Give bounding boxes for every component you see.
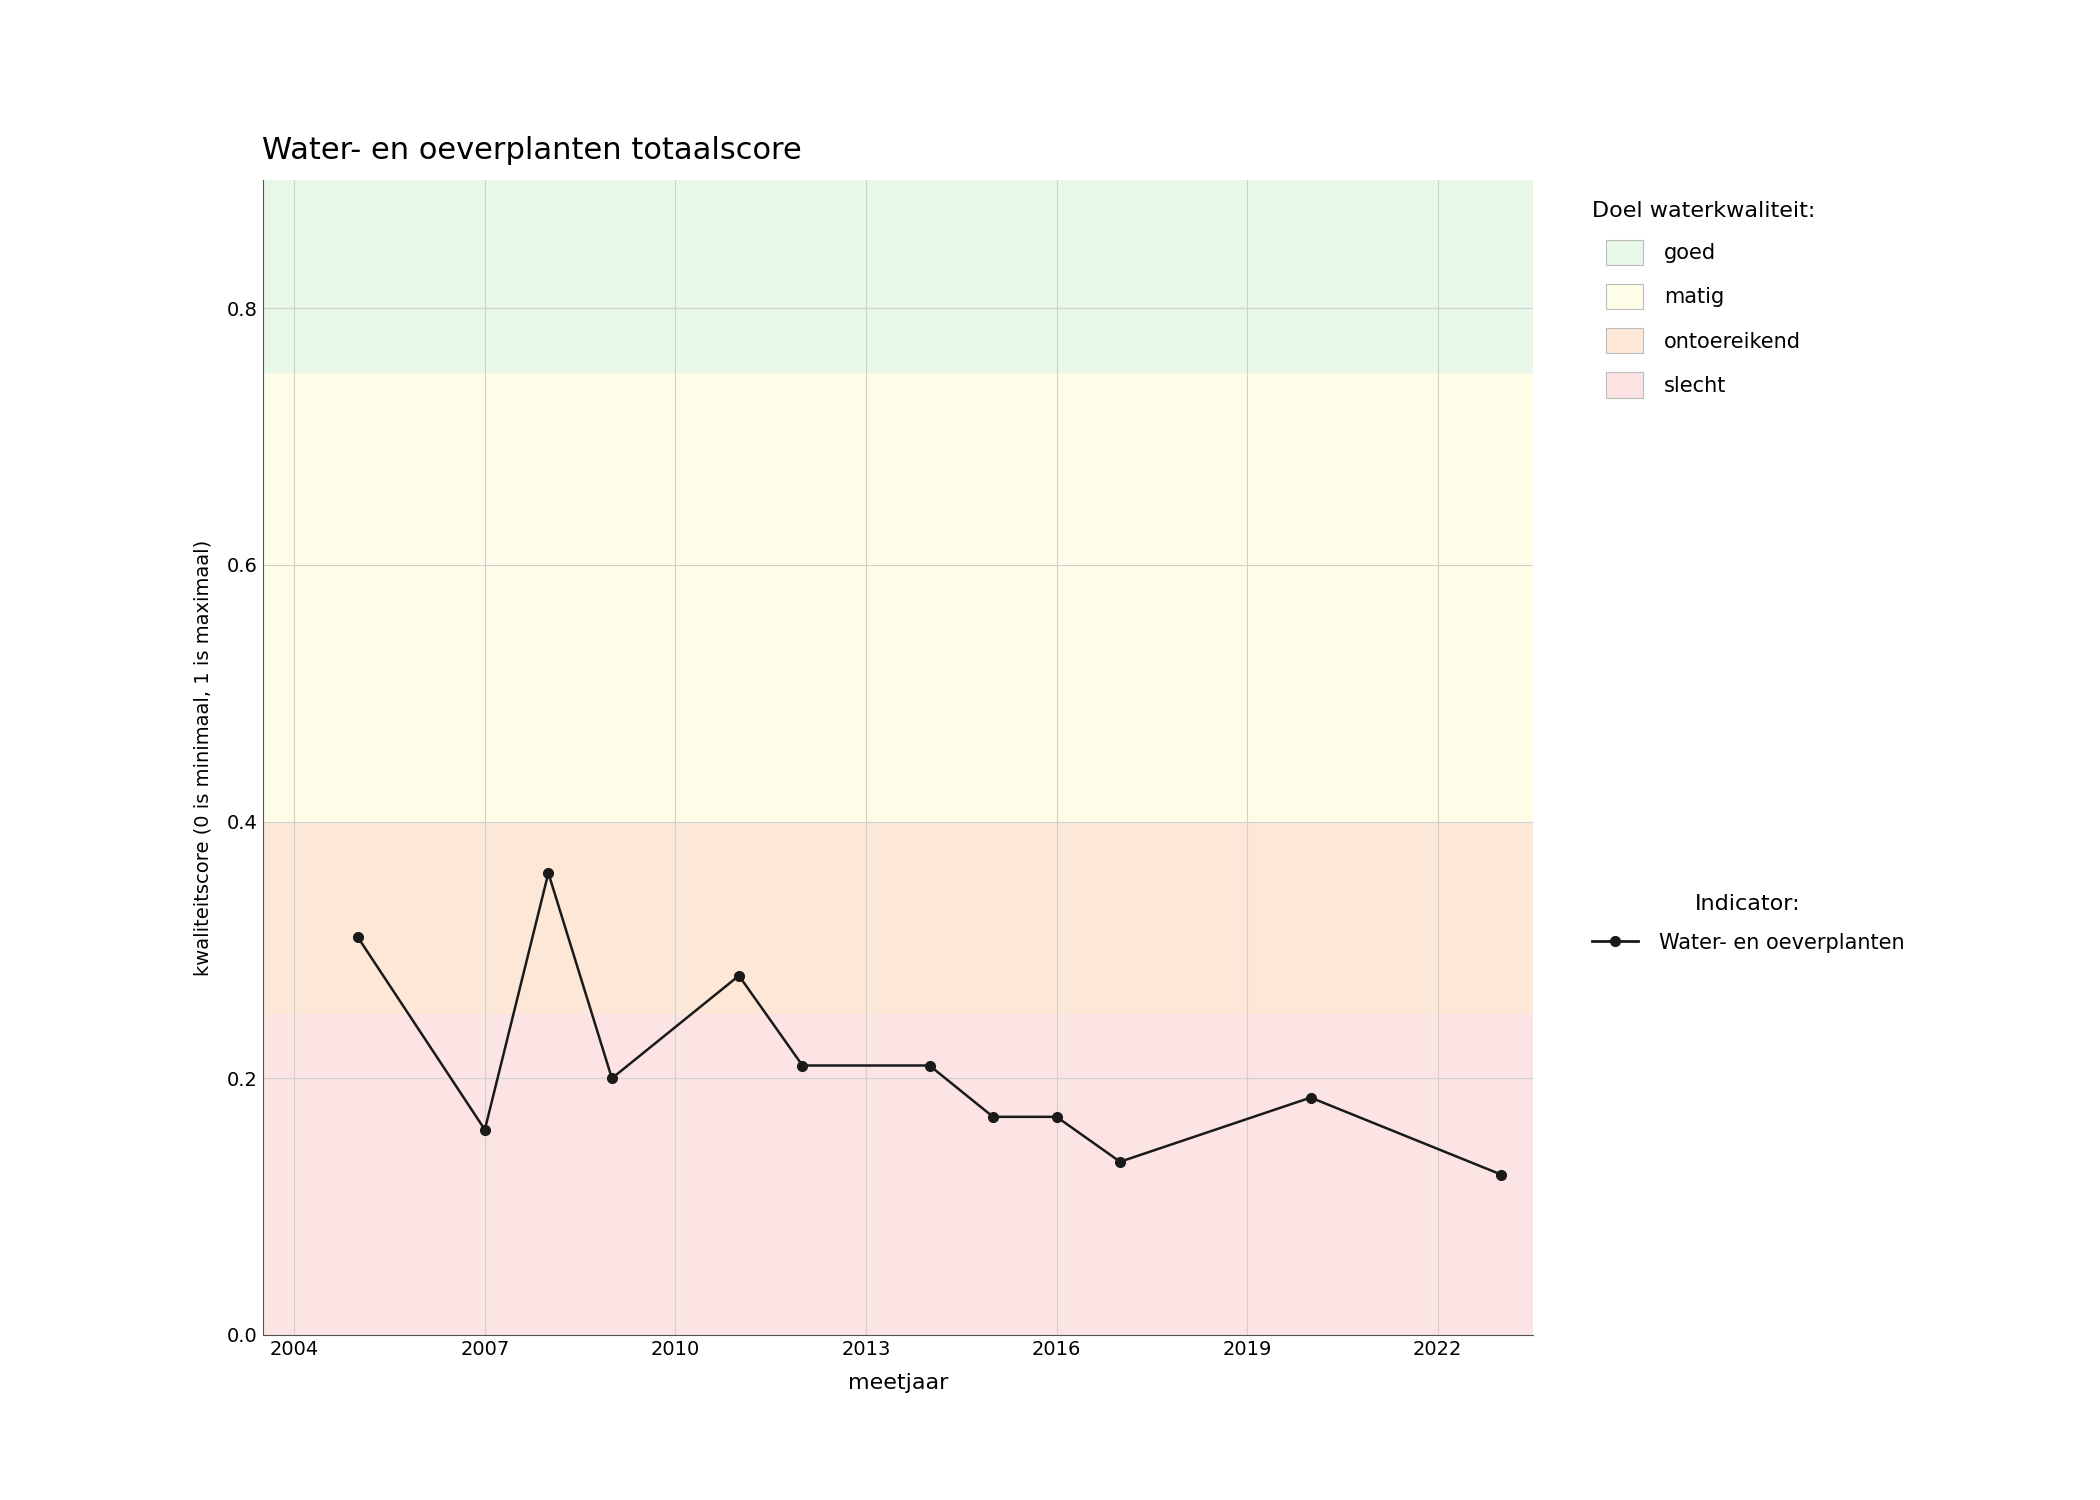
Legend: Water- en oeverplanten: Water- en oeverplanten <box>1581 884 1915 963</box>
X-axis label: meetjaar: meetjaar <box>848 1372 947 1392</box>
Bar <box>262 372 1533 822</box>
Bar <box>262 822 1533 1014</box>
Bar <box>262 1014 1533 1335</box>
Y-axis label: kwaliteitscore (0 is minimaal, 1 is maximaal): kwaliteitscore (0 is minimaal, 1 is maxi… <box>193 540 212 975</box>
Bar <box>262 180 1533 372</box>
Text: Water- en oeverplanten totaalscore: Water- en oeverplanten totaalscore <box>262 136 802 165</box>
